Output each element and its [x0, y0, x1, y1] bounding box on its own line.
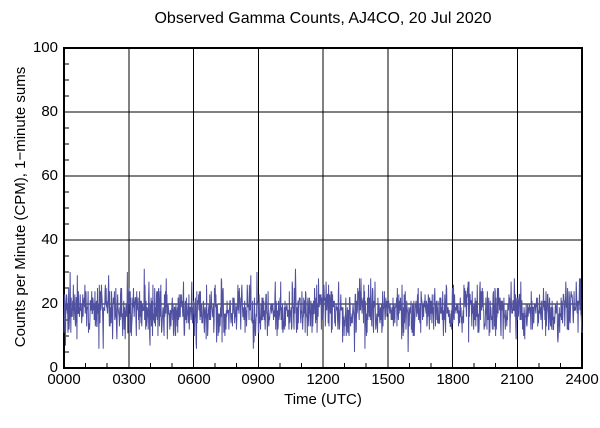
x-tick-label: 1200: [306, 371, 340, 388]
y-tick-label: 60: [41, 167, 58, 184]
y-tick-label: 80: [41, 103, 58, 120]
data-series-line: [63, 268, 583, 353]
y-tick-label: 100: [32, 39, 58, 56]
y-tick-label: 40: [41, 231, 58, 248]
y-tick-label: 0: [49, 359, 58, 376]
y-axis-title: Counts per Minute (CPM), 1−minute sums: [12, 66, 29, 348]
plot-frame: [63, 47, 583, 369]
x-tick-label: 1500: [371, 371, 405, 388]
x-tick-label: 0600: [177, 371, 211, 388]
x-tick-label: 0900: [241, 371, 275, 388]
y-tick-label: 20: [41, 295, 58, 312]
x-tick-label: 0000: [47, 371, 81, 388]
x-tick-label: 2400: [565, 371, 599, 388]
x-tick-label: 1800: [436, 371, 470, 388]
x-axis-title: Time (UTC): [284, 391, 362, 408]
x-tick-label: 0300: [112, 371, 146, 388]
chart-title: Observed Gamma Counts, AJ4CO, 20 Jul 202…: [154, 10, 492, 27]
x-tick-label: 2100: [500, 371, 534, 388]
